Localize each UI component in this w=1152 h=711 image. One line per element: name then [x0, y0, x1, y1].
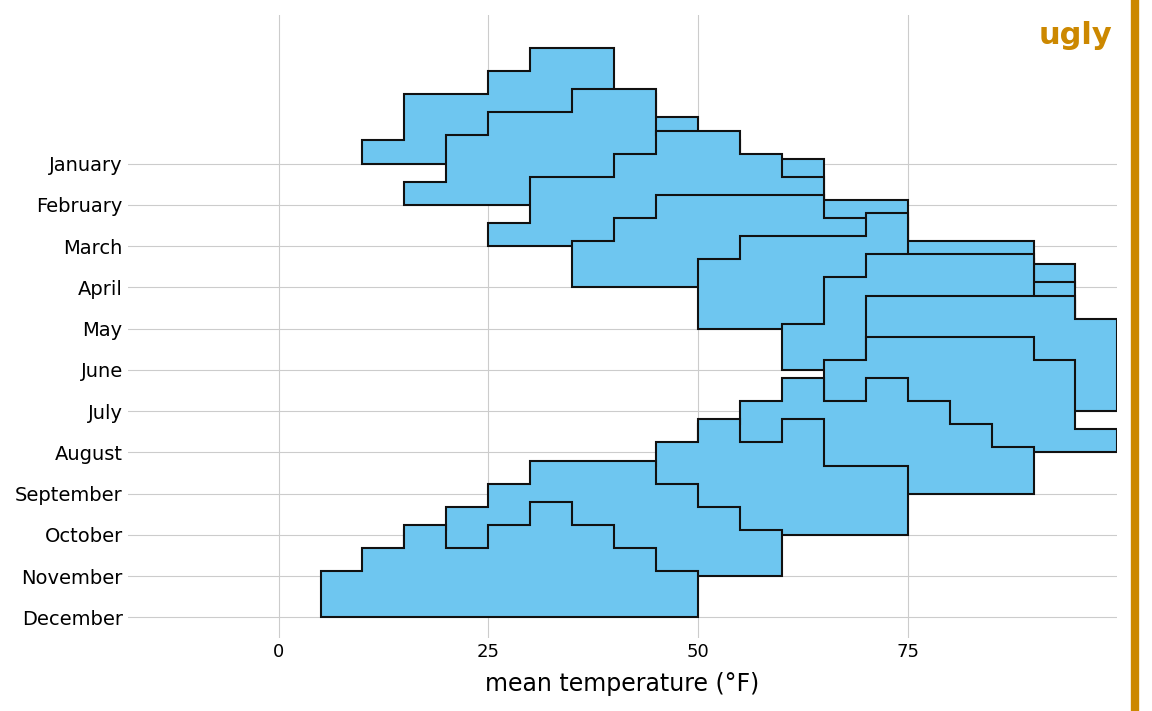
Polygon shape	[530, 419, 908, 535]
Polygon shape	[363, 48, 740, 164]
Polygon shape	[573, 195, 1076, 287]
Polygon shape	[698, 378, 1033, 493]
Polygon shape	[488, 131, 908, 246]
Polygon shape	[320, 502, 698, 617]
Text: ugly: ugly	[1039, 21, 1113, 50]
Polygon shape	[698, 213, 1076, 328]
Polygon shape	[404, 90, 824, 205]
Polygon shape	[824, 296, 1117, 411]
Polygon shape	[404, 461, 782, 576]
Polygon shape	[782, 337, 1117, 452]
X-axis label: mean temperature (°F): mean temperature (°F)	[485, 672, 759, 696]
Polygon shape	[782, 255, 1076, 370]
